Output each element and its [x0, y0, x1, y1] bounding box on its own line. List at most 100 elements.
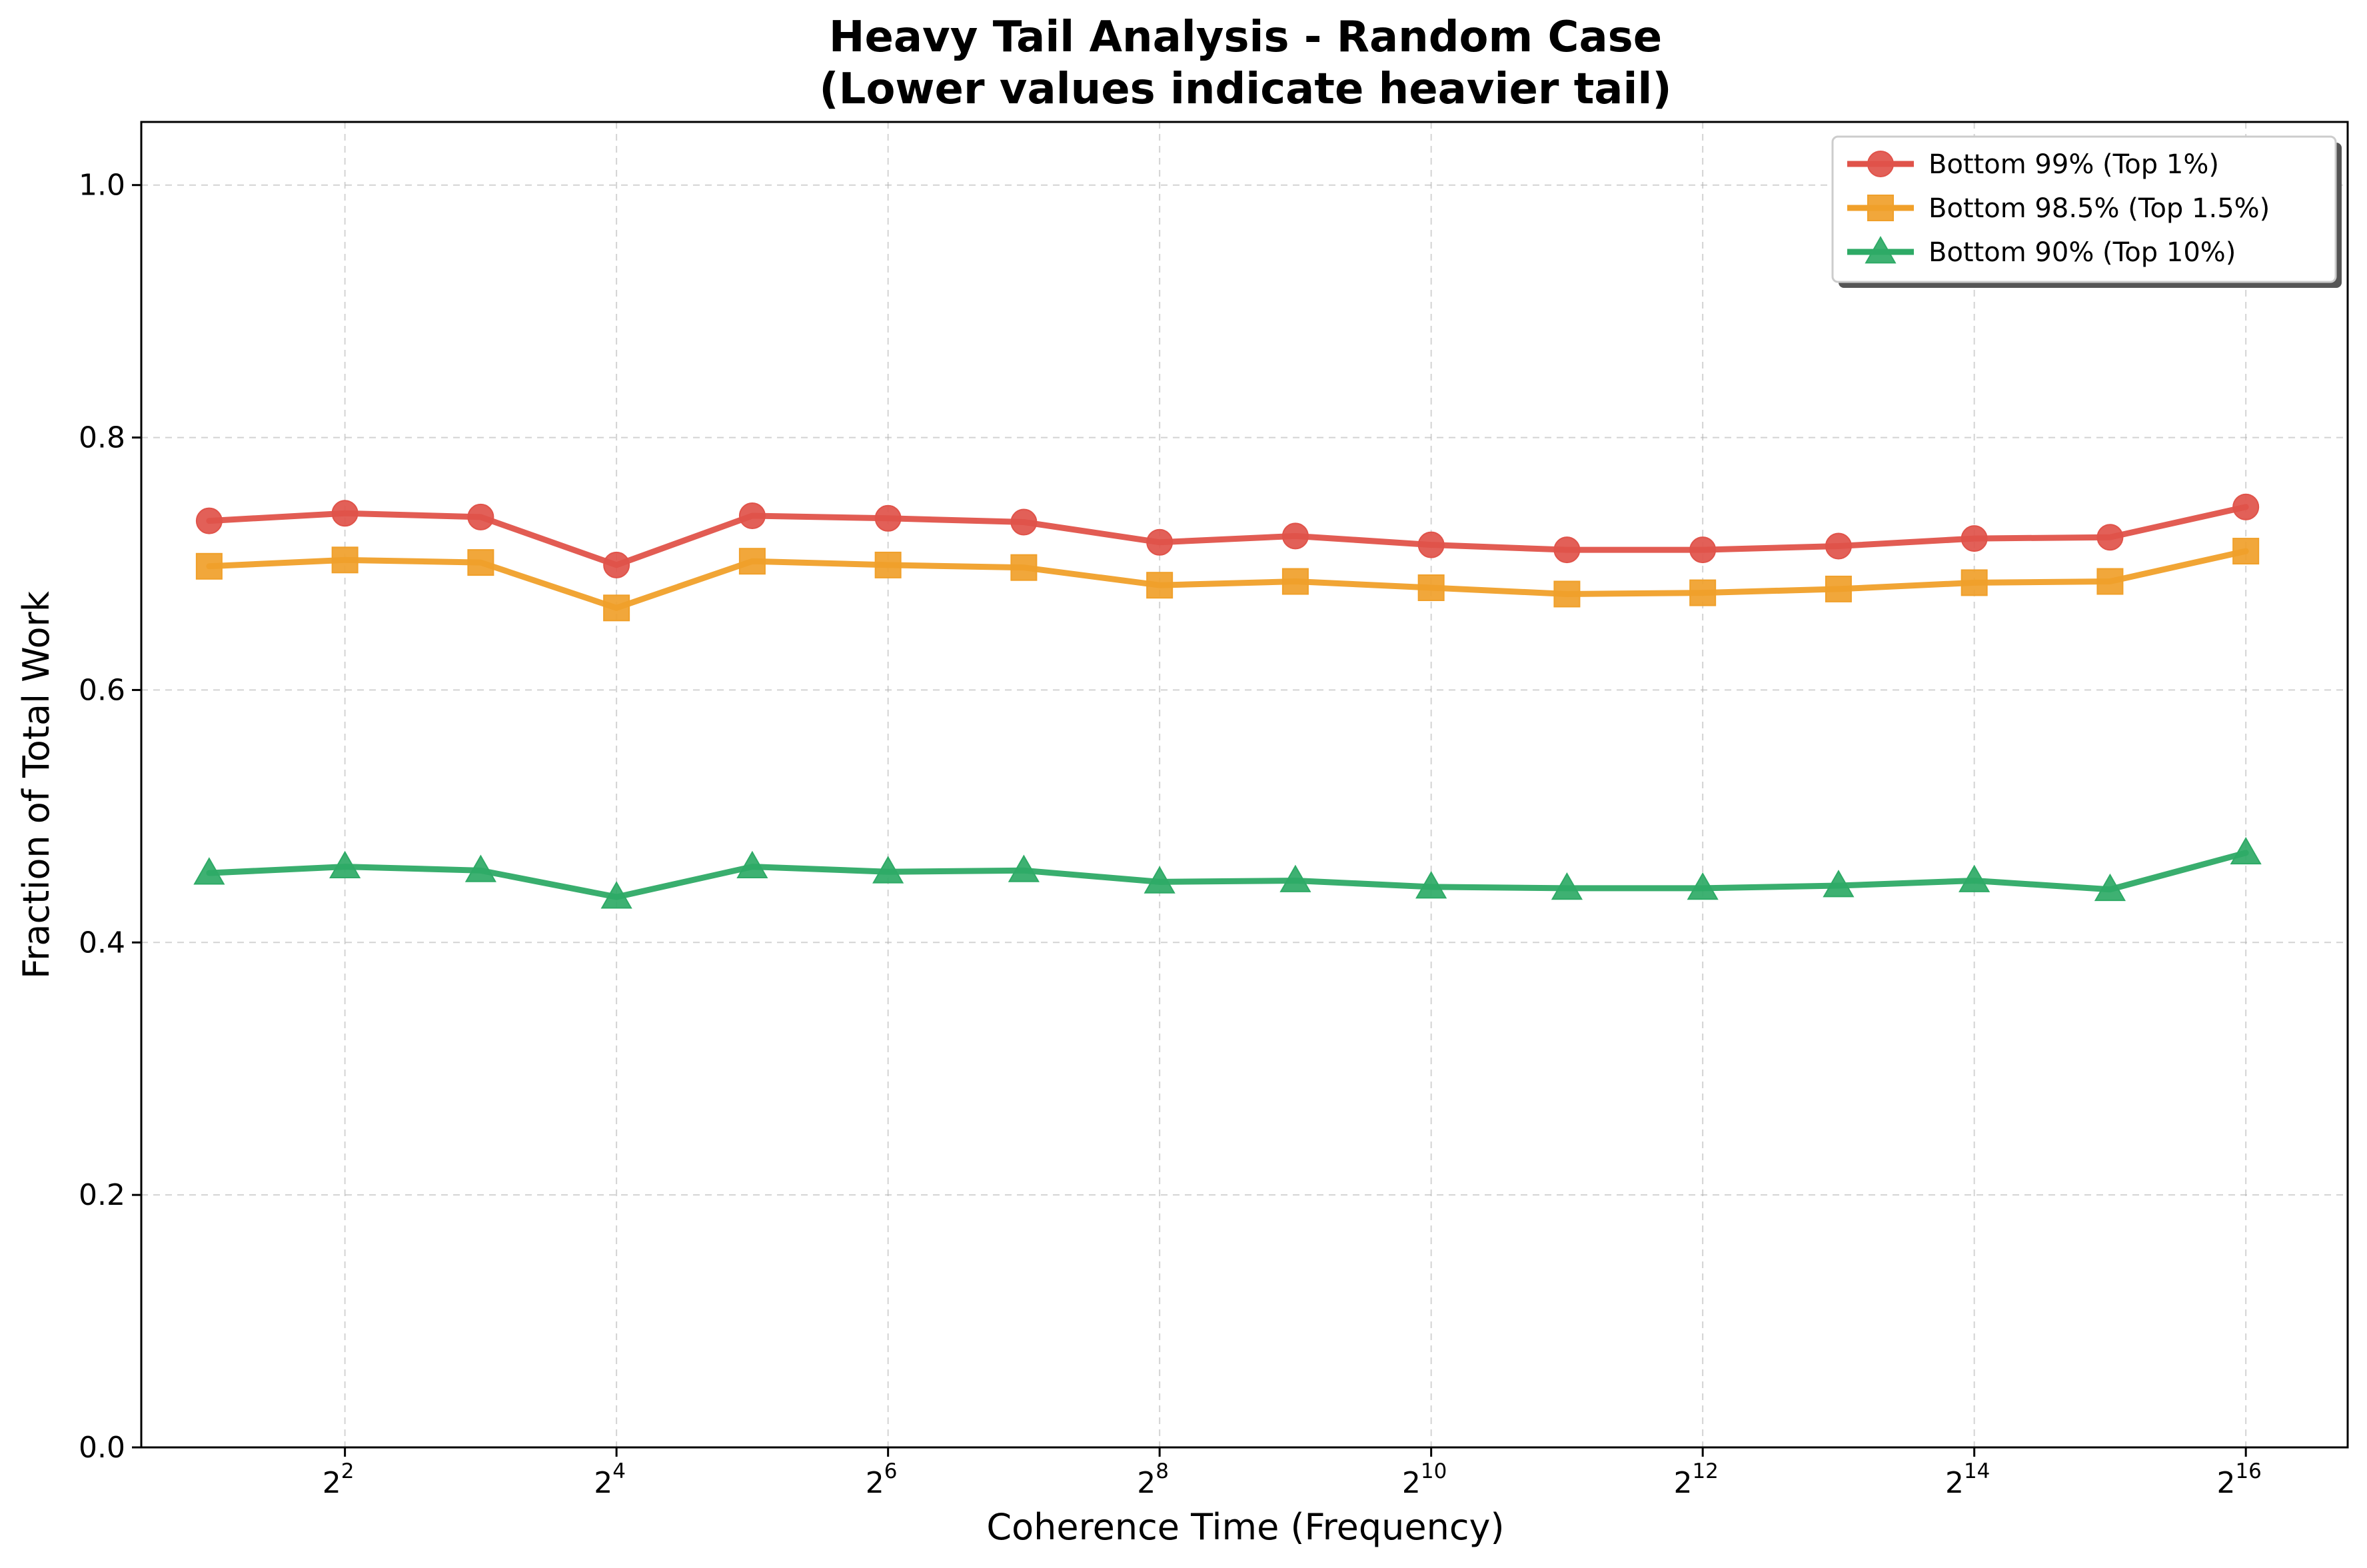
data-point: [1961, 525, 1988, 552]
x-tick-exponent: 4: [612, 1459, 626, 1483]
legend-box: [1831, 135, 2337, 283]
series-line: [206, 504, 2249, 568]
data-point: [1146, 528, 1174, 556]
x-tick-base: 2: [594, 1466, 612, 1500]
data-point: [1687, 872, 1719, 900]
data-point: [1689, 579, 1717, 606]
legend-marker: [1867, 151, 1894, 177]
data-point: [1417, 574, 1445, 601]
y-tick-label: 0.2: [79, 1178, 125, 1212]
data-point: [1279, 864, 1311, 892]
data-point: [874, 551, 902, 578]
data-point: [874, 504, 902, 532]
data-point: [467, 549, 494, 576]
x-tick-label: 212: [1673, 1459, 1718, 1500]
x-tick-label: 26: [866, 1459, 898, 1500]
data-point: [1961, 569, 1988, 596]
series-layer: [193, 493, 2262, 909]
axes: 0.00.20.40.60.81.022 24 26 28 210 212 214 216: [79, 169, 2262, 1500]
data-point: [2232, 493, 2260, 520]
grid: [141, 122, 2348, 1448]
x-tick-exponent: 2: [341, 1459, 355, 1483]
legend-label: Bottom 90% (Top 10%): [1929, 237, 2236, 268]
x-tick-label: 28: [1137, 1459, 1169, 1500]
data-point: [872, 856, 904, 884]
data-point: [1825, 532, 1852, 560]
data-point: [1010, 554, 1038, 581]
x-tick-label: 24: [594, 1459, 626, 1500]
data-point: [467, 503, 494, 530]
y-tick-label: 0.4: [79, 926, 125, 960]
x-tick-exponent: 6: [884, 1459, 898, 1483]
x-tick-base: 2: [323, 1466, 341, 1500]
data-point: [1281, 568, 1309, 595]
data-point: [1415, 871, 1447, 899]
x-tick-label: 214: [1945, 1459, 1990, 1500]
x-tick-exponent: 10: [1421, 1459, 1447, 1483]
legend-item: Bottom 90% (Top 10%): [1847, 236, 2236, 268]
series-triangle: [193, 836, 2262, 909]
x-tick-label: 216: [2216, 1459, 2261, 1500]
data-point: [1959, 864, 1990, 892]
y-tick-label: 1.0: [79, 169, 125, 203]
data-point: [603, 594, 630, 622]
data-point: [603, 551, 630, 578]
data-point: [2096, 524, 2124, 551]
data-point: [2230, 836, 2262, 865]
x-tick-base: 2: [1945, 1466, 1964, 1500]
data-point: [2096, 568, 2124, 595]
data-point: [1281, 522, 1309, 550]
x-tick-exponent: 8: [1156, 1459, 1169, 1483]
data-point: [331, 546, 359, 574]
data-point: [1689, 536, 1717, 564]
legend-label: Bottom 99% (Top 1%): [1929, 149, 2219, 180]
data-point: [738, 548, 766, 575]
series-line: [206, 548, 2249, 611]
data-point: [331, 500, 359, 527]
data-point: [1551, 872, 1583, 900]
data-point: [738, 502, 766, 530]
legend-label: Bottom 98.5% (Top 1.5%): [1929, 193, 2270, 224]
legend-marker: [1865, 236, 1897, 264]
y-tick-label: 0.0: [79, 1431, 125, 1465]
x-tick-base: 2: [1673, 1466, 1692, 1500]
series-line: [206, 850, 2249, 900]
x-tick-base: 2: [866, 1466, 884, 1500]
x-tick-base: 2: [1137, 1466, 1156, 1500]
legend: Bottom 99% (Top 1%) Bottom 98.5% (Top 1.5…: [1831, 135, 2342, 288]
series-circle: [195, 493, 2260, 578]
data-point: [1823, 870, 1855, 898]
x-axis-label: Coherence Time (Frequency): [986, 1506, 1504, 1548]
y-tick-label: 0.6: [79, 673, 125, 707]
data-point: [1825, 575, 1852, 602]
x-tick-label: 22: [323, 1459, 355, 1500]
data-point: [2094, 873, 2126, 902]
series-square: [195, 538, 2260, 622]
data-point: [1008, 854, 1040, 882]
chart-title-line-2: (Lower values indicate heavier tail): [819, 65, 1671, 114]
legend-marker: [1867, 195, 1894, 221]
data-point: [2232, 538, 2260, 565]
x-tick-base: 2: [2216, 1466, 2235, 1500]
data-point: [736, 850, 768, 879]
data-point: [195, 507, 223, 534]
chart-title-line-1: Heavy Tail Analysis - Random Case: [829, 13, 1662, 62]
data-point: [1010, 508, 1038, 536]
data-point: [1146, 572, 1174, 599]
x-tick-exponent: 16: [2235, 1459, 2261, 1483]
data-point: [195, 552, 223, 580]
data-point: [1417, 531, 1445, 558]
legend-item: Bottom 99% (Top 1%): [1847, 149, 2219, 180]
data-point: [1144, 866, 1176, 894]
data-point: [329, 850, 361, 879]
legend-item: Bottom 98.5% (Top 1.5%): [1847, 193, 2270, 224]
y-axis-label: Fraction of Total Work: [15, 590, 57, 979]
data-point: [464, 854, 496, 882]
y-tick-label: 0.8: [79, 421, 125, 455]
x-tick-label: 210: [1402, 1459, 1447, 1500]
data-point: [1553, 536, 1581, 564]
x-tick-exponent: 12: [1692, 1459, 1718, 1483]
data-point: [193, 857, 225, 885]
x-tick-exponent: 14: [1964, 1459, 1990, 1483]
